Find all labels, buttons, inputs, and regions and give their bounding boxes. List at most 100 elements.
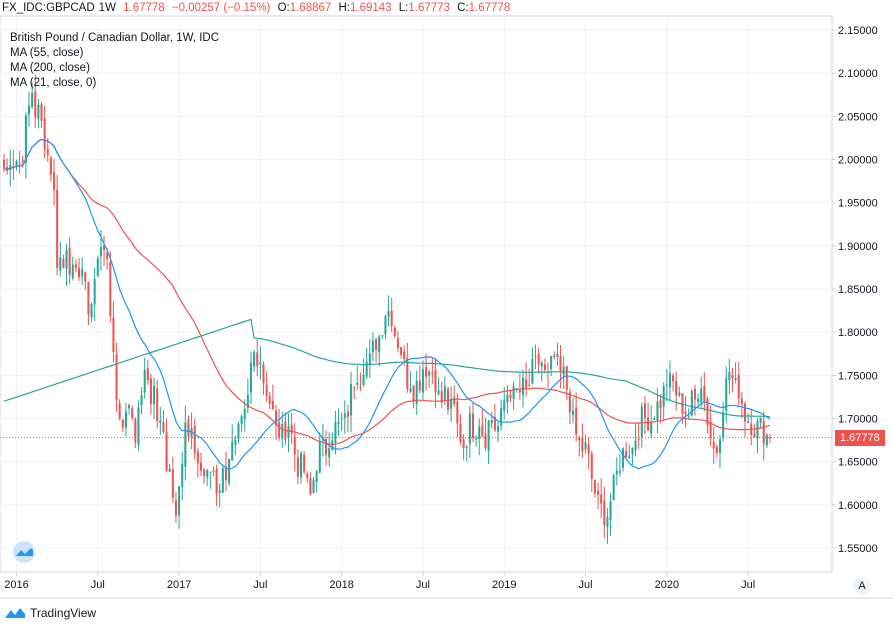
- candle-body: [587, 444, 590, 455]
- candle-body: [575, 407, 578, 435]
- candle-body: [337, 422, 340, 424]
- candle-body: [425, 367, 428, 377]
- candle-body: [459, 424, 462, 442]
- candle-body: [640, 406, 643, 438]
- candle-body: [647, 417, 650, 431]
- candle-body: [634, 440, 637, 451]
- candle-body: [737, 374, 740, 399]
- candle-body: [753, 433, 756, 437]
- candle-body: [206, 470, 209, 478]
- candle-body: [256, 352, 259, 367]
- candle-body: [503, 400, 506, 412]
- tradingview-watermark-icon: [11, 540, 37, 564]
- candle-body: [431, 373, 434, 375]
- candle-body: [271, 401, 274, 410]
- y-tick-label: 1.65000: [838, 457, 878, 469]
- candle-body: [496, 426, 500, 432]
- candle-body: [353, 387, 356, 389]
- ma21-legend[interactable]: MA (21, close, 0): [10, 77, 97, 89]
- candle-body: [146, 368, 149, 381]
- candle-body: [725, 377, 728, 411]
- candle-body: [199, 462, 202, 471]
- candle-body: [115, 354, 118, 401]
- candle-body: [331, 440, 334, 450]
- candle-body: [490, 420, 493, 424]
- candle-body: [149, 378, 152, 404]
- candle-body: [581, 437, 584, 452]
- candle-body: [153, 385, 156, 405]
- chart-title: British Pound / Canadian Dollar, 1W, IDC: [10, 32, 220, 44]
- candle-body: [690, 391, 693, 416]
- candle-body: [137, 407, 140, 446]
- candle-body: [509, 394, 512, 399]
- candle-body: [249, 363, 253, 393]
- candle-body: [456, 401, 459, 424]
- candle-body: [128, 405, 131, 409]
- candle-body: [43, 118, 46, 149]
- candle-body: [228, 458, 231, 484]
- candle-body: [112, 317, 115, 353]
- high-label: H:: [338, 2, 351, 14]
- ma200-legend[interactable]: MA (200, close): [10, 62, 90, 74]
- candle-body: [312, 479, 315, 493]
- interval[interactable]: 1W: [98, 2, 116, 14]
- candle-body: [103, 245, 106, 251]
- x-tick-label: 2018: [329, 579, 353, 591]
- candle-body: [12, 165, 15, 167]
- candle-body: [600, 494, 603, 504]
- candle-body: [274, 410, 278, 426]
- auto-scale-button[interactable]: A: [853, 577, 871, 595]
- candle-body: [134, 419, 137, 443]
- candle-body: [62, 258, 65, 268]
- candle-body: [303, 455, 306, 472]
- candle-body: [768, 437, 772, 439]
- candle-body: [418, 381, 421, 391]
- candle-body: [350, 384, 353, 416]
- candle-body: [168, 468, 171, 472]
- candle-body: [681, 393, 684, 414]
- candle-body: [709, 422, 712, 439]
- candle-body: [387, 310, 390, 317]
- candle-body: [224, 466, 227, 480]
- candle-body: [668, 373, 671, 388]
- candle-body: [321, 438, 324, 441]
- candle-body: [18, 163, 21, 165]
- y-tick-label: 2.15000: [838, 25, 878, 37]
- candle-body: [65, 249, 68, 269]
- ma55-legend[interactable]: MA (55, close): [10, 47, 84, 59]
- candle-body: [390, 310, 393, 327]
- candle-body: [190, 428, 193, 438]
- candle-body: [27, 105, 31, 115]
- candle-body: [500, 407, 503, 426]
- x-tick-label: Jul: [416, 579, 430, 591]
- candle-body: [315, 471, 318, 483]
- candle-body: [84, 271, 87, 282]
- candle-body: [597, 490, 600, 495]
- candle-body: [68, 247, 71, 275]
- candle-body: [31, 92, 34, 107]
- candle-body: [340, 418, 343, 420]
- ma200-line: [3, 318, 771, 418]
- candle-body: [609, 501, 612, 521]
- candle-body: [240, 416, 243, 424]
- candle-body: [612, 474, 615, 501]
- symbol-name[interactable]: FX_IDC:GBPCAD: [2, 2, 95, 14]
- open-label: O:: [277, 2, 290, 14]
- ma55-line: [3, 138, 771, 446]
- candle-body: [693, 388, 696, 400]
- candle-body: [718, 439, 721, 454]
- tradingview-brand[interactable]: TradingView: [4, 606, 96, 620]
- candle-body: [512, 386, 515, 400]
- y-tick-label: 1.95000: [838, 198, 878, 210]
- candle-body: [653, 418, 656, 420]
- candle-body: [450, 398, 453, 409]
- candle-body: [253, 352, 256, 367]
- candle-body: [46, 148, 49, 156]
- candle-body: [237, 423, 240, 439]
- candle-body: [287, 426, 290, 438]
- x-tick-label: 2016: [4, 579, 28, 591]
- y-tick-label: 1.90000: [838, 241, 878, 253]
- indicator-legend: British Pound / Canadian Dollar, 1W, IDC…: [10, 31, 219, 91]
- candle-body: [90, 304, 93, 318]
